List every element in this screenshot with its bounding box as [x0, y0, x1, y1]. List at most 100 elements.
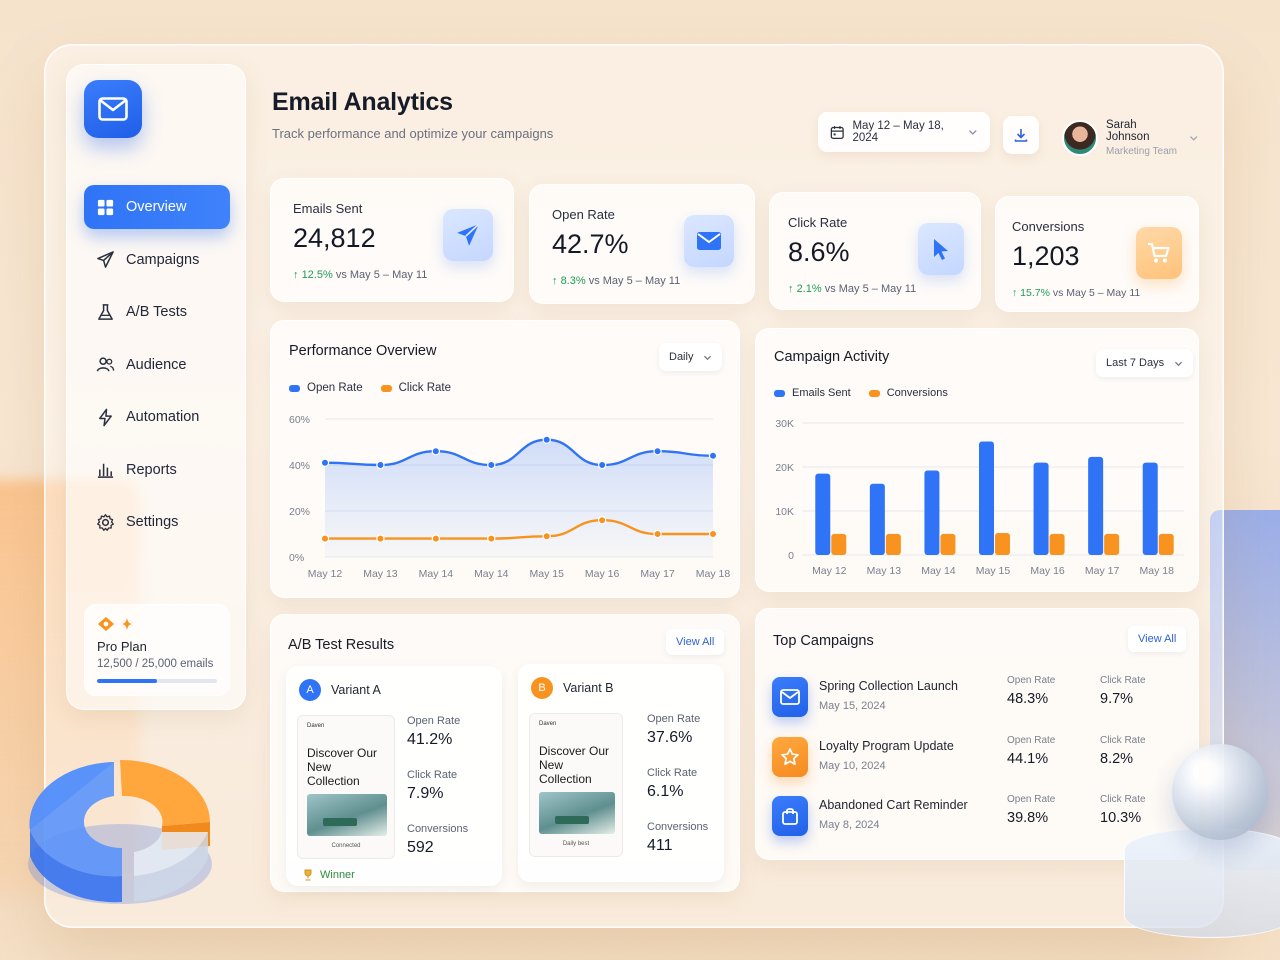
x-tick-label: May 17 [1085, 565, 1120, 577]
trend-up-icon: ↑ [1012, 287, 1018, 299]
sidebar-item-overview[interactable]: Overview [84, 185, 230, 229]
lightning-icon [99, 408, 112, 426]
emails-sent-bar [924, 470, 940, 555]
click-rate-point [431, 534, 441, 543]
trophy-icon [304, 869, 312, 881]
stat-value: 42.7% [552, 229, 629, 259]
stat-value: 8.6% [788, 237, 850, 267]
flask-icon [98, 303, 113, 320]
download-icon [1014, 129, 1028, 142]
sidebar-item-automation[interactable]: Automation [84, 395, 230, 439]
legend-item: Emails Sent [774, 387, 851, 399]
campaign-icon-badge [772, 737, 808, 777]
stat-card-open-rate[interactable]: Open Rate 42.7% ↑ 8.3% vs May 5 – May 11 [529, 184, 755, 304]
variant-b-card[interactable]: B Variant B Daven Discover Our New Collec… [518, 664, 724, 882]
click-rate-point [376, 534, 385, 543]
app-logo[interactable] [84, 80, 142, 138]
conversions-bar [1104, 533, 1120, 555]
metric-value: 6.1% [647, 783, 684, 800]
open-rate-point [597, 460, 607, 470]
stat-value: 1,203 [1012, 241, 1080, 271]
grid-icon [97, 199, 114, 215]
y-tick-label: 30K [775, 418, 794, 430]
variant-a-card[interactable]: A Variant A Daven Discover Our New Collec… [286, 666, 502, 886]
sidebar-item-ab-tests[interactable]: A/B Tests [84, 290, 230, 334]
envelope-icon [697, 232, 721, 250]
metric-label: Open Rate [647, 713, 701, 725]
email-preview-thumbnail[interactable]: Daven Discover Our New Collection Daily … [529, 713, 623, 857]
user-menu[interactable]: Sarah Johnson Marketing Team [1062, 116, 1198, 160]
y-tick-label: 0 [788, 550, 794, 562]
x-tick-label: May 16 [1030, 565, 1065, 577]
preview-footer: Connected [331, 843, 361, 849]
sidebar-item-audience[interactable]: Audience [84, 343, 230, 387]
x-tick-label: May 14 [419, 568, 454, 580]
trend-up-icon: ↑ [552, 275, 558, 287]
plan-card[interactable]: Pro Plan 12,500 / 25,000 emails [84, 604, 230, 696]
click-rate-point [542, 532, 551, 541]
download-button[interactable] [1003, 116, 1039, 154]
sidebar-item-label: Automation [126, 409, 200, 425]
activity-period-select[interactable]: Last 7 Days [1096, 349, 1194, 377]
campaign-date: May 10, 2024 [819, 760, 886, 772]
campaign-row[interactable]: Abandoned Cart Reminder May 8, 2024 Open… [772, 794, 1182, 842]
calendar-icon [830, 125, 844, 139]
sidebar [66, 64, 246, 710]
emails-sent-bar [815, 473, 831, 555]
campaigns-view-all-button[interactable]: View All [1128, 626, 1187, 652]
sidebar-item-reports[interactable]: Reports [84, 448, 230, 492]
open-rate-point [376, 460, 385, 470]
chevron-down-icon [704, 355, 712, 360]
stat-card-emails-sent[interactable]: Emails Sent 24,812 ↑ 12.5% vs May 5 – Ma… [270, 178, 514, 302]
chevron-down-icon [1175, 361, 1183, 366]
stat-icon-badge [1136, 227, 1182, 279]
x-tick-label: May 15 [976, 565, 1011, 577]
stat-card-click-rate[interactable]: Click Rate 8.6% ↑ 2.1% vs May 5 – May 11 [769, 192, 981, 310]
legend-item: Click Rate [380, 382, 451, 394]
preview-headline: Discover Our New Collection [539, 744, 610, 786]
metric-value: 37.6% [647, 729, 693, 746]
variant-badge: B [531, 677, 553, 699]
emails-sent-bar [1033, 462, 1049, 555]
stat-label: Click Rate [788, 215, 848, 230]
sidebar-item-campaigns[interactable]: Campaigns [84, 238, 230, 282]
user-role: Marketing Team [1106, 146, 1177, 157]
click-rate-point [597, 515, 607, 525]
campaign-row[interactable]: Spring Collection Launch May 15, 2024 Op… [772, 675, 1182, 723]
x-tick-label: May 18 [696, 568, 731, 580]
chart-legend: Open Rate Click Rate [289, 382, 451, 394]
y-tick-label: 10K [775, 506, 794, 518]
campaign-icon-badge [772, 677, 808, 717]
bar-chart-icon [97, 463, 114, 478]
conversions-bar [1158, 533, 1174, 555]
paper-plane-icon [457, 223, 480, 246]
campaign-name: Loyalty Program Update [819, 739, 954, 753]
shopping-bag-icon [782, 808, 798, 825]
diamond-icon [98, 617, 114, 631]
card-title: Performance Overview [289, 343, 437, 359]
campaign-row[interactable]: Loyalty Program Update May 10, 2024 Open… [772, 735, 1182, 783]
stat-icon-badge [918, 223, 964, 275]
stat-delta: 15.7% [1020, 287, 1050, 299]
ab-view-all-button[interactable]: View All [666, 629, 725, 655]
campaign-icon-badge [772, 796, 808, 836]
open-rate-point [653, 446, 662, 456]
date-range-picker[interactable]: May 12 – May 18, 2024 [818, 112, 990, 152]
plan-usage-bar-fill [97, 679, 157, 683]
campaign-activity-bar-chart: 30K 20K 10K 0 May 12 May 13 May 14 May 15 May 16… [775, 418, 1184, 577]
conversions-bar [885, 533, 901, 555]
cursor-icon [934, 239, 948, 260]
email-preview-thumbnail[interactable]: Daven Discover Our New Collection Connec… [297, 715, 395, 859]
stat-card-conversions[interactable]: Conversions 1,203 ↑ 15.7% vs May 5 – May… [995, 196, 1199, 312]
stat-label: Open Rate [552, 207, 615, 222]
sidebar-item-label: Overview [126, 199, 187, 215]
emails-sent-bar [1142, 462, 1158, 555]
preview-footer: Daily best [562, 841, 590, 847]
chevron-down-icon [969, 130, 978, 135]
performance-period-select[interactable]: Daily [659, 343, 723, 371]
stat-value: 24,812 [293, 223, 376, 253]
open-rate-value: 39.8% [1007, 810, 1049, 826]
campaign-date: May 15, 2024 [819, 700, 886, 712]
sidebar-item-settings[interactable]: Settings [84, 500, 230, 544]
preview-headline: Discover Our New Collection [307, 746, 378, 788]
